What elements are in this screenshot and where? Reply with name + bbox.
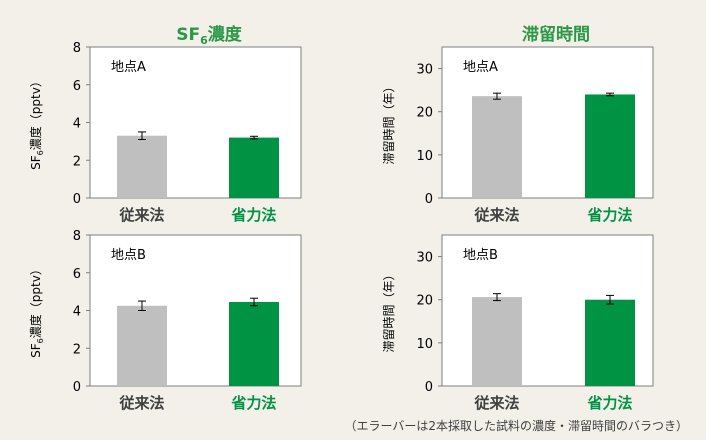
y-tick-label: 20 [416, 106, 433, 121]
y-axis-label: 滞留時間（年） [382, 80, 396, 164]
category-label: 従来法 [473, 394, 519, 412]
bar [585, 299, 635, 386]
panel-sf6-site-a: 0 2 4 6 8 地点A 従来法 省力法 SF6濃度（pptv） [28, 41, 302, 224]
y-tick-label: 0 [73, 380, 81, 395]
y-tick-label: 20 [416, 294, 433, 309]
site-label: 地点A [463, 60, 498, 75]
y-tick-label: 10 [416, 337, 433, 352]
y-axis-label: SF6濃度（pptv） [28, 75, 45, 170]
bar [472, 297, 522, 386]
panel-sf6-site-b: 0 2 4 6 8 地点B 従来法 省力法 SF6濃度（pptv） [28, 229, 302, 412]
bar [117, 135, 167, 198]
y-tick-label: 30 [416, 63, 433, 78]
caption: （エラーバーは2本採取した試料の濃度・滞留時間のバラつき） [344, 418, 688, 433]
header-sf6: SF6濃度 [176, 24, 243, 47]
bar [229, 302, 279, 386]
bar [229, 137, 279, 198]
category-label: 従来法 [118, 394, 164, 412]
y-tick-label: 6 [73, 79, 81, 94]
category-label: 従来法 [118, 206, 164, 224]
y-tick-label: 0 [425, 380, 433, 395]
y-axis-label: SF6濃度（pptv） [28, 263, 45, 358]
category-label: 省力法 [586, 206, 632, 224]
category-label: 省力法 [586, 394, 632, 412]
header-residence-time: 滞留時間 [522, 24, 590, 45]
category-label: 省力法 [230, 394, 276, 412]
site-label: 地点B [111, 248, 146, 263]
y-tick-label: 0 [425, 192, 433, 207]
bar [472, 96, 522, 198]
panel-residence-site-b: 0 10 20 30 地点B 従来法 省力法 滞留時間（年） [382, 234, 654, 412]
y-tick-label: 2 [73, 154, 81, 169]
y-tick-label: 0 [73, 192, 81, 207]
site-label: 地点A [111, 60, 146, 75]
y-axis-label: 滞留時間（年） [382, 268, 396, 352]
y-tick-label: 10 [416, 149, 433, 164]
y-tick-label: 2 [73, 342, 81, 357]
y-tick-label: 4 [73, 305, 81, 320]
category-label: 従来法 [473, 206, 519, 224]
y-tick-label: 8 [73, 41, 81, 56]
y-tick-label: 6 [73, 267, 81, 282]
panel-residence-site-a: 0 10 20 30 地点A 従来法 省力法 滞留時間（年） [382, 46, 654, 224]
site-label: 地点B [463, 248, 498, 263]
bar [585, 94, 635, 198]
y-tick-label: 4 [73, 117, 81, 132]
bar [117, 305, 167, 386]
y-tick-label: 30 [416, 251, 433, 266]
y-tick-label: 8 [73, 229, 81, 244]
category-label: 省力法 [230, 206, 276, 224]
